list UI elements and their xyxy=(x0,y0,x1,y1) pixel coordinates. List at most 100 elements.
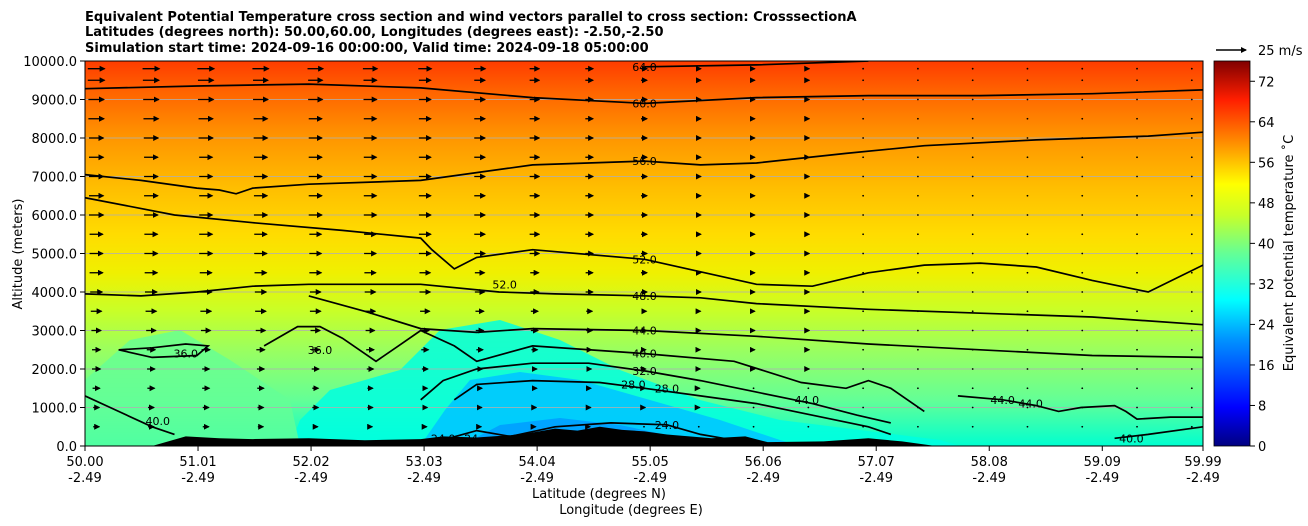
wind-vector xyxy=(807,406,810,409)
wind-vector xyxy=(1081,291,1084,293)
contour-label: 52.0 xyxy=(492,278,517,291)
wind-vector xyxy=(1026,79,1029,82)
wind-vector xyxy=(1081,406,1084,409)
x-tick-label-lat: 56.06 xyxy=(745,455,782,470)
wind-vector xyxy=(917,137,919,139)
x-tick-label-lon: -2.49 xyxy=(181,471,215,486)
wind-vector xyxy=(862,137,865,139)
wind-vector xyxy=(971,348,974,351)
contour-label: 52.0 xyxy=(632,253,657,266)
wind-vector xyxy=(1081,425,1084,428)
colorbar-tick-label: 16 xyxy=(1258,359,1275,374)
wind-vector xyxy=(862,117,865,120)
wind-vector xyxy=(917,233,919,236)
contour-line-24 xyxy=(448,422,735,442)
contour-label: 36.0 xyxy=(173,348,198,361)
x-tick-label-lon: -2.49 xyxy=(520,471,554,486)
wind-vector xyxy=(1081,79,1084,82)
wind-vector xyxy=(1190,329,1193,332)
wind-vector xyxy=(1081,175,1084,178)
wind-vector xyxy=(971,137,974,139)
colorbar xyxy=(1213,60,1251,447)
wind-vector xyxy=(862,233,865,236)
wind-vector xyxy=(1190,406,1193,409)
wind-vector xyxy=(1190,117,1193,120)
wind-vector xyxy=(862,156,865,159)
wind-vector xyxy=(1081,252,1084,255)
contour-label: 64.0 xyxy=(632,61,657,74)
wind-vector xyxy=(1136,117,1138,120)
wind-vector xyxy=(1190,252,1193,255)
wind-vector xyxy=(971,252,974,255)
contour-line-40 xyxy=(263,325,925,413)
wind-vector xyxy=(807,387,810,390)
wind-vector xyxy=(1136,348,1138,351)
wind-vector xyxy=(1136,406,1138,409)
wind-vector xyxy=(862,252,865,255)
chart-title-line-1: Equivalent Potential Temperature cross s… xyxy=(85,10,857,25)
x-tick-label-lat: 54.04 xyxy=(519,455,556,470)
wind-vector xyxy=(1081,137,1084,139)
wind-vector xyxy=(971,310,974,313)
colorbar-tick-label: 56 xyxy=(1258,156,1275,171)
wind-vector xyxy=(862,271,865,274)
wind-vector xyxy=(1026,67,1029,70)
wind-vector xyxy=(1026,329,1029,332)
x-tick-label-lat: 51.01 xyxy=(179,455,216,470)
wind-vector xyxy=(917,214,919,216)
wind-vector xyxy=(1136,271,1138,274)
contour-label: 60.0 xyxy=(632,97,657,110)
wind-vector xyxy=(917,194,919,197)
wind-vector xyxy=(1136,137,1138,139)
wind-vector xyxy=(1026,406,1029,409)
x-tick-label-lon: -2.49 xyxy=(68,471,102,486)
wind-vector xyxy=(1026,271,1029,274)
wind-vector xyxy=(971,291,974,293)
wind-vector xyxy=(643,425,645,428)
wind-vector xyxy=(1026,156,1029,159)
y-tick-label: 2000.0 xyxy=(32,363,78,378)
wind-vector xyxy=(1081,98,1084,101)
wind-vector xyxy=(917,67,919,70)
terrain-silhouette xyxy=(85,426,1203,446)
wind-vector xyxy=(1190,387,1193,390)
wind-vector xyxy=(917,271,919,274)
contour-label: 28.0 xyxy=(621,378,646,391)
x-tick-label-lat: 52.02 xyxy=(292,455,329,470)
wind-vector xyxy=(1136,194,1138,197)
wind-vector xyxy=(1026,175,1029,178)
wind-vector xyxy=(1190,79,1193,82)
wind-vector xyxy=(1136,79,1138,82)
wind-vector xyxy=(862,368,865,370)
wind-vector xyxy=(1190,98,1193,101)
wind-vector xyxy=(971,214,974,216)
wind-vector xyxy=(1136,156,1138,159)
x-tick-label-lat: 57.07 xyxy=(858,455,895,470)
x-axis-label-latitude: Latitude (degrees N) xyxy=(532,487,666,502)
wind-vector xyxy=(1190,214,1193,216)
y-tick-label: 9000.0 xyxy=(32,94,78,109)
wind-vector xyxy=(1081,310,1084,313)
wind-vector xyxy=(862,67,865,70)
wind-vector xyxy=(917,310,919,313)
colorbar-tick-label: 24 xyxy=(1258,318,1275,333)
contour-label: 24.0 xyxy=(655,419,680,432)
wind-vector xyxy=(862,348,865,351)
wind-vector xyxy=(1026,387,1029,390)
contour-label: 40.0 xyxy=(145,415,170,428)
wind-vector xyxy=(1026,137,1029,139)
wind-vector xyxy=(1190,425,1193,428)
y-tick-label: 1000.0 xyxy=(32,402,78,417)
wind-vector xyxy=(1190,233,1193,236)
y-axis-label: Altitude (meters) xyxy=(11,199,26,310)
y-tick-label: 0.0 xyxy=(56,440,77,455)
wind-vector xyxy=(1026,233,1029,236)
wind-vector xyxy=(1081,368,1084,370)
wind-vector xyxy=(917,252,919,255)
contour-label: 56.0 xyxy=(632,155,657,168)
x-tick-label-lat: 59.99 xyxy=(1184,455,1221,470)
wind-vector xyxy=(971,406,974,409)
contour-line-64 xyxy=(644,61,869,68)
contour-line-60 xyxy=(85,83,1203,105)
